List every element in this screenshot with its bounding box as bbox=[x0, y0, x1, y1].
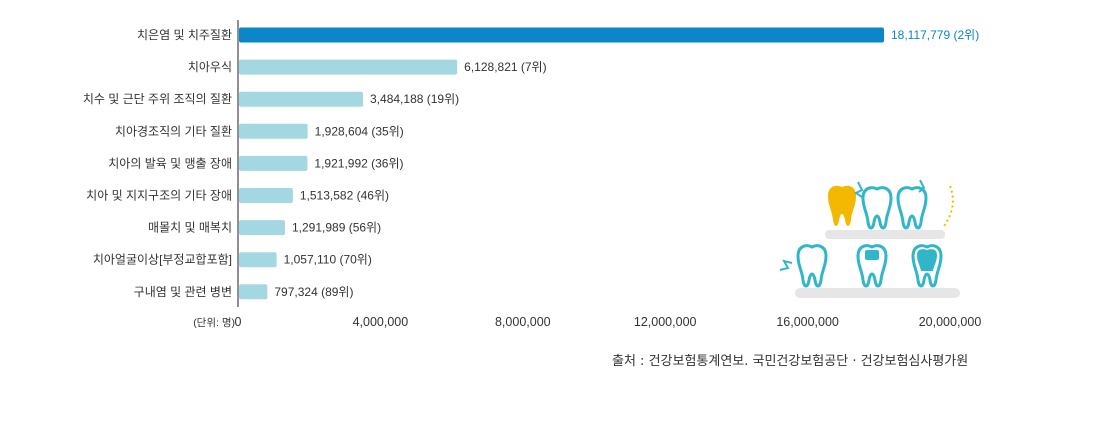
bar bbox=[239, 252, 277, 268]
bar bbox=[239, 284, 268, 300]
category-label: 매몰치 및 매복치 bbox=[148, 221, 232, 235]
bar bbox=[239, 155, 308, 171]
x-tick-label: 0 bbox=[235, 315, 242, 329]
category-label: 구내염 및 관련 병변 bbox=[134, 285, 232, 299]
x-tick-label: 8,000,000 bbox=[495, 315, 551, 329]
data-label: 1,928,604 (35위) bbox=[315, 124, 404, 138]
x-tick-label: 12,000,000 bbox=[634, 315, 697, 329]
data-label: 3,484,188 (19위) bbox=[370, 92, 459, 106]
data-label: 1,057,110 (70위) bbox=[284, 253, 372, 267]
data-label: 1,921,992 (36위) bbox=[314, 156, 403, 170]
x-tick-label: 4,000,000 bbox=[353, 315, 409, 329]
unit-label: (단위: 명) bbox=[193, 316, 235, 329]
category-label: 치아경조직의 기타 질환 bbox=[115, 124, 232, 138]
data-label: 1,291,989 (56위) bbox=[292, 221, 381, 235]
category-label: 치아우식 bbox=[188, 60, 232, 74]
teeth-illustration bbox=[770, 178, 970, 308]
data-label: 797,324 (89위) bbox=[274, 285, 353, 299]
bar bbox=[239, 220, 285, 236]
data-label: 6,128,821 (7위) bbox=[464, 60, 546, 74]
bar bbox=[239, 59, 458, 75]
category-label: 치아 및 지지구조의 기타 장애 bbox=[86, 189, 232, 203]
data-label: 18,117,779 (2위) bbox=[891, 28, 979, 42]
category-label: 치수 및 근단 주위 조직의 질환 bbox=[83, 92, 232, 106]
category-label: 치아의 발육 및 맹출 장애 bbox=[108, 156, 232, 170]
x-tick-label: 16,000,000 bbox=[776, 315, 839, 329]
data-label: 1,513,582 (46위) bbox=[300, 189, 389, 203]
bar bbox=[239, 188, 293, 203]
bar bbox=[239, 27, 884, 43]
bar bbox=[239, 91, 364, 107]
bar bbox=[239, 123, 308, 139]
x-tick-label: 20,000,000 bbox=[919, 315, 982, 329]
source-note: 출처 : 건강보험통계연보. 국민건강보험공단 · 건강보험심사평가원 bbox=[612, 354, 969, 369]
category-label: 치아얼굴이상[부정교합포함] bbox=[93, 253, 232, 267]
category-label: 치은염 및 치주질환 bbox=[137, 28, 232, 42]
